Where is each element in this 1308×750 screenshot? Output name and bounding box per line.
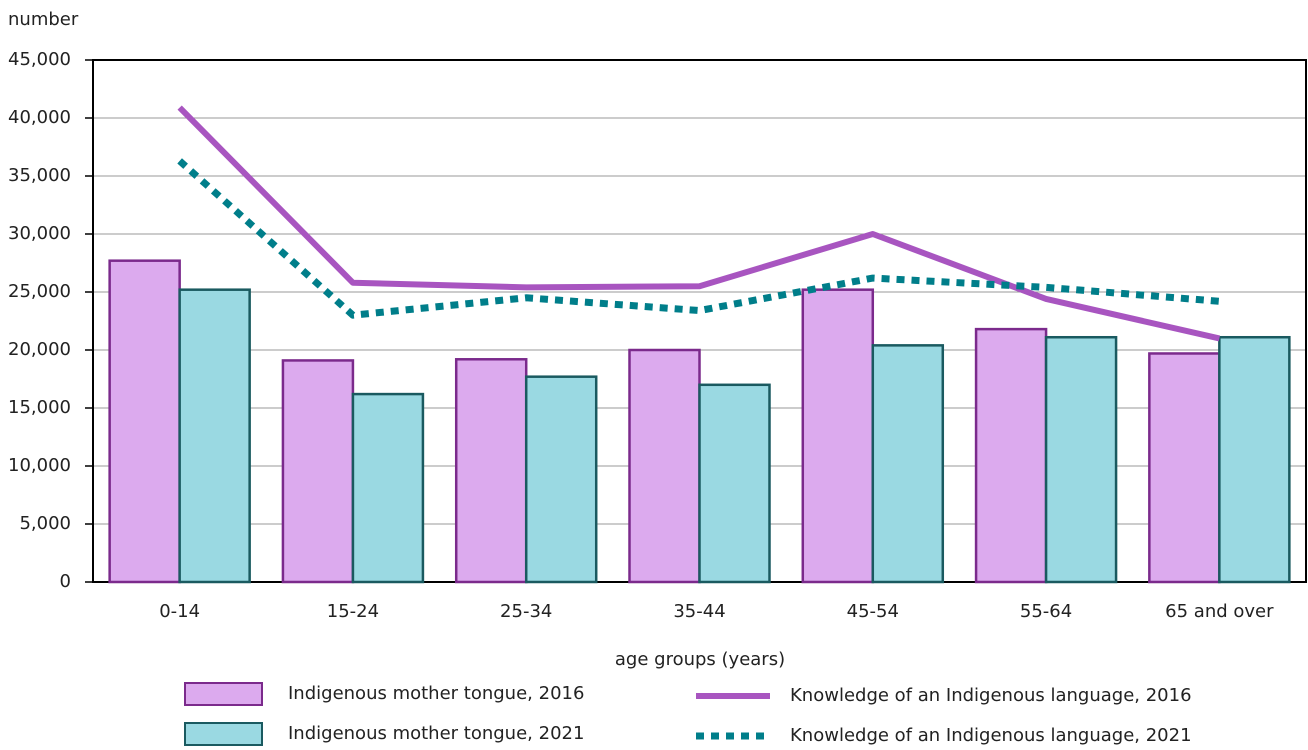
- y-tick-label: 40,000: [8, 107, 71, 128]
- x-tick-label: 45-54: [847, 601, 899, 622]
- legend-swatch: [184, 682, 263, 706]
- y-tick-label: 10,000: [8, 455, 71, 476]
- bar: [1044, 335, 1118, 584]
- bar: [454, 358, 528, 584]
- bar: [801, 288, 875, 584]
- bar: [974, 327, 1048, 584]
- line: [177, 105, 1221, 342]
- bar: [698, 383, 771, 584]
- bar: [178, 288, 251, 584]
- x-tick-label: 25-34: [500, 601, 552, 622]
- legend-swatch: [184, 722, 263, 746]
- x-tick-label: 0-14: [159, 601, 200, 622]
- y-tick-label: 45,000: [8, 49, 71, 70]
- bar: [1148, 352, 1221, 584]
- y-tick-label: 35,000: [8, 165, 71, 186]
- line: [177, 158, 1220, 319]
- y-tick-label: 15,000: [8, 397, 71, 418]
- bar: [108, 259, 181, 584]
- bar: [524, 375, 598, 584]
- y-tick-label: 5,000: [19, 513, 71, 534]
- y-tick-label: 30,000: [8, 223, 71, 244]
- legend-label: Indigenous mother tongue, 2021: [288, 723, 584, 744]
- legend-label: Knowledge of an Indigenous language, 201…: [790, 685, 1192, 706]
- x-axis-label: age groups (years): [615, 649, 785, 670]
- y-tick-label: 20,000: [8, 339, 71, 360]
- x-tick-label: 55-64: [1020, 601, 1072, 622]
- bar: [628, 348, 701, 584]
- bar: [281, 359, 355, 584]
- bar: [351, 392, 425, 584]
- x-tick-label: 35-44: [673, 601, 725, 622]
- y-axis-label: number: [8, 9, 79, 30]
- legend-label: Indigenous mother tongue, 2016: [288, 683, 584, 704]
- y-tick-label: 0: [60, 571, 71, 592]
- y-tick-label: 25,000: [8, 281, 71, 302]
- bar: [871, 344, 945, 584]
- x-tick-label: 65 and over: [1165, 601, 1274, 622]
- legend-label: Knowledge of an Indigenous language, 202…: [790, 725, 1192, 746]
- x-tick-label: 15-24: [327, 601, 379, 622]
- bar: [1218, 335, 1291, 584]
